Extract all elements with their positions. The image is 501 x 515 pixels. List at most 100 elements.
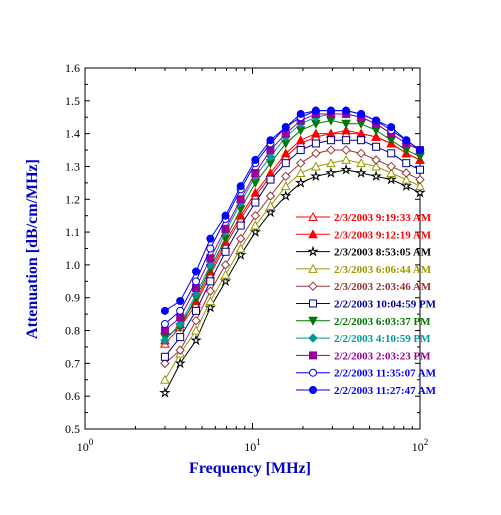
data-point [342,136,351,145]
data-point [266,175,275,184]
data-point [236,221,245,230]
series-6 [160,136,424,361]
data-point [281,171,291,182]
data-point [174,357,186,369]
data-point [206,254,215,263]
data-point [221,211,230,220]
data-point [371,155,381,165]
legend-label: 2/2/2003 11:27:47 AM [334,385,437,397]
data-point [159,386,171,398]
y-tick-label: 0.7 [65,356,80,370]
data-point [175,345,185,355]
data-point [250,187,261,197]
data-point [235,243,246,253]
data-point [414,186,426,198]
data-point [250,210,261,221]
y-tick-label: 1.1 [65,225,80,239]
data-point [220,269,231,279]
data-point [401,174,412,184]
x-tick-label: 100 [77,437,94,454]
y-tick-label: 0.5 [65,422,80,436]
legend-marker [309,368,317,377]
data-point [356,158,366,168]
data-point [386,161,396,172]
data-point [205,286,216,296]
series-11 [160,106,424,315]
legend-marker [308,333,318,343]
legend-entry: 2/3/2003 2:03:46 AM [296,281,432,293]
data-point [295,167,306,178]
data-point [206,244,215,253]
legend-marker [307,245,319,257]
data-point [176,313,185,322]
data-point [176,306,185,315]
data-point [372,142,381,151]
y-tick-label: 0.9 [65,291,80,305]
legend-marker [308,281,318,291]
legend-marker [308,263,318,273]
data-point [311,106,320,115]
data-point [265,200,276,210]
data-point [220,260,231,270]
data-point [281,123,290,132]
x-tick-label: 101 [244,437,261,454]
data-point [190,334,202,346]
legend-entry: 2/3/2003 8:53:05 AM [296,245,432,259]
legend-entry: 2/2/2003 10:04:59 PM [296,299,437,311]
data-point [401,168,411,178]
y-tick-label: 1.0 [65,258,80,272]
series-line [164,119,421,338]
legend-entry: 2/3/2003 6:06:44 AM [296,263,432,276]
data-point [160,335,170,346]
legend-entry: 2/3/2003 9:19:33 AM [296,211,432,224]
legend-label: 2/3/2003 8:53:05 AM [334,247,432,259]
legend-entry: 2/3/2003 9:12:19 AM [296,229,432,241]
y-tick-label: 0.8 [65,324,80,338]
data-point [326,136,335,145]
data-point [281,159,290,168]
legend-label: 2/2/2003 6:03:37 PM [334,316,431,328]
data-point [250,220,261,230]
series-3 [159,163,426,398]
data-point [160,326,169,335]
data-point [326,106,335,115]
data-point [280,189,292,201]
data-point [370,170,382,182]
data-point [311,148,321,159]
data-point [192,306,201,315]
legend-label: 2/3/2003 6:06:44 AM [334,264,432,276]
series-5 [160,145,425,369]
data-point [235,233,246,244]
data-point [176,333,185,342]
data-point [385,173,397,185]
legend-label: 2/2/2003 4:10:59 PM [334,333,431,345]
legend-entry: 2/2/2003 11:35:07 AM [296,368,437,380]
data-point [206,277,215,286]
legend-marker [308,211,318,221]
legend-label: 2/3/2003 9:12:19 AM [334,229,432,241]
data-point [372,116,381,125]
data-point [281,129,290,138]
data-point [236,195,245,204]
data-point [325,167,337,178]
data-point [251,169,260,178]
data-point [341,145,351,155]
data-point [296,109,305,118]
y-axis-title: Attenuation [dB/cm/MHz] [24,159,41,339]
data-point [192,277,201,286]
series-2 [160,125,425,345]
data-point [160,358,170,369]
data-point [386,167,397,178]
data-point [326,158,336,168]
data-point [357,109,366,118]
legend-label: 2/2/2003 11:35:07 AM [334,368,437,380]
data-point [160,319,169,328]
legend-entry: 2/2/2003 6:03:37 PM [296,316,431,328]
legend-marker [309,386,317,394]
data-point [416,146,424,155]
data-point [264,206,277,218]
series-line [164,169,421,394]
data-point [402,159,411,168]
data-point [356,148,366,159]
